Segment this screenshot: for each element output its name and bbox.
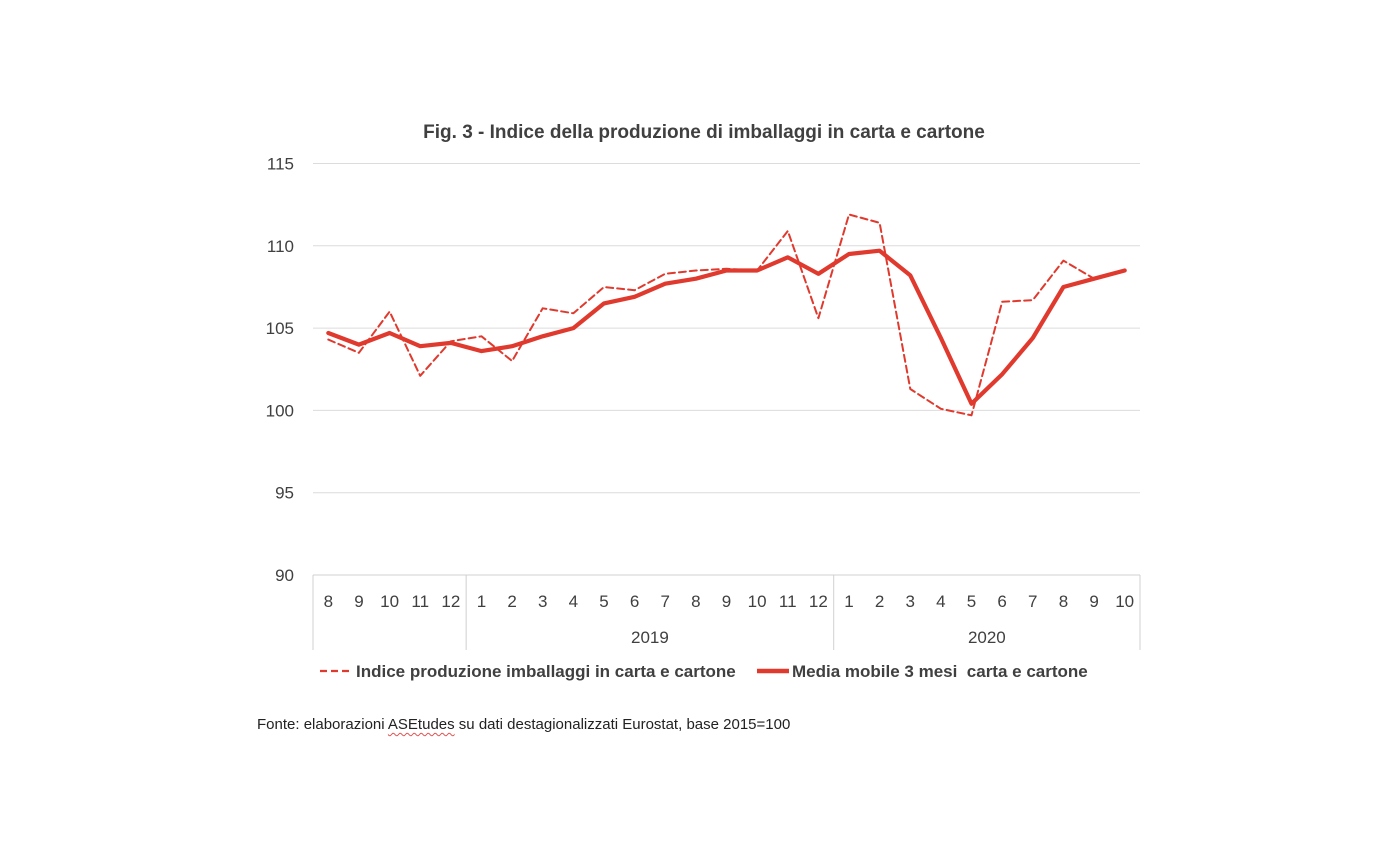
x-tick-label: 1 [477,592,486,611]
x-tick-label: 10 [1115,592,1134,611]
series-lines [326,213,1127,417]
x-tick-label: 7 [1028,592,1037,611]
x-tick-label: 4 [936,592,945,611]
x-tick-label: 1 [844,592,853,611]
x-tick-label: 3 [906,592,915,611]
x-tick-label: 5 [599,592,608,611]
series-line-moving-average [326,248,1127,406]
x-tick-label: 3 [538,592,547,611]
x-tick-label: 9 [354,592,363,611]
x-tick-label: 6 [630,592,639,611]
x-tick-label: 11 [779,592,797,611]
legend: Indice produzione imballaggi in carta e … [320,662,1088,681]
legend-label-index: Indice produzione imballaggi in carta e … [356,662,736,681]
y-tick-label-110: 110 [267,237,294,256]
x-group-label-2020: 2020 [968,628,1006,647]
x-tick-label: 4 [569,592,578,611]
legend-label-moving-average: Media mobile 3 mesi carta e cartone [792,662,1088,681]
x-tick-label: 2 [507,592,516,611]
source-brand: ASEtudes [387,716,455,733]
x-group-label-2019: 2019 [631,628,669,647]
source-prefix: Fonte: elaborazioni [257,716,388,733]
y-axis-ticks: 90 95 100 105 110 115 [266,155,294,586]
chart-title: Fig. 3 - Indice della produzione di imba… [423,122,985,143]
series-line-index [327,213,1126,417]
x-tick-label: 8 [1059,592,1068,611]
y-tick-label-100: 100 [266,401,294,420]
y-tick-label-105: 105 [266,319,294,338]
x-tick-label: 11 [411,592,429,611]
x-tick-label: 9 [722,592,731,611]
x-tick-label: 12 [809,592,828,611]
x-tick-label: 6 [997,592,1006,611]
x-tick-label: 10 [380,592,399,611]
x-tick-label: 7 [661,592,670,611]
x-tick-label: 9 [1089,592,1098,611]
y-tick-label-90: 90 [275,566,294,585]
x-tick-label: 8 [691,592,700,611]
x-tick-label: 5 [967,592,976,611]
gridlines [313,163,1140,576]
source-suffix: su dati destagionalizzati Eurostat, base… [454,716,791,733]
x-tick-label: 12 [441,592,460,611]
x-tick-label: 8 [324,592,333,611]
x-tick-label: 2 [875,592,884,611]
x-tick-label: 10 [748,592,767,611]
source-note: Fonte: elaborazioni ASEtudes su dati des… [257,716,790,733]
y-tick-label-95: 95 [275,484,294,503]
y-tick-label-115: 115 [267,155,294,174]
